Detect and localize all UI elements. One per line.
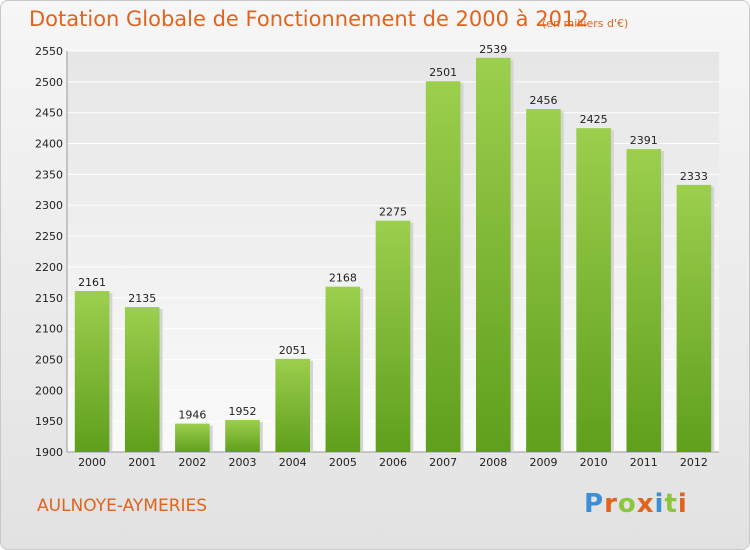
- bar: [676, 184, 712, 452]
- y-tick-label: 2350: [35, 168, 63, 181]
- logo-letter: i: [677, 489, 688, 519]
- bar: [576, 128, 611, 452]
- bar: [425, 81, 461, 452]
- y-tick-label: 2450: [35, 107, 63, 120]
- data-label: 1952: [229, 405, 257, 418]
- proxiti-logo: Proxiti: [584, 489, 688, 519]
- y-tick-label: 2200: [35, 261, 63, 274]
- bar: [275, 358, 310, 452]
- x-tick-label: 2006: [379, 456, 407, 469]
- data-label: 2333: [680, 170, 708, 183]
- bar: [626, 149, 662, 453]
- logo-letter: o: [617, 489, 637, 519]
- x-tick-label: 2004: [279, 456, 307, 469]
- y-tick-label: 1950: [35, 415, 63, 428]
- y-tick-label: 2500: [35, 76, 63, 89]
- data-label: 1946: [178, 409, 206, 422]
- bar: [375, 220, 411, 452]
- bar: [124, 307, 160, 452]
- bar: [476, 57, 511, 452]
- x-tick-label: 2007: [429, 456, 457, 469]
- y-tick-label: 2050: [35, 353, 63, 366]
- data-label: 2425: [580, 113, 608, 126]
- y-tick-label: 2250: [35, 230, 63, 243]
- x-tick-label: 2008: [479, 456, 507, 469]
- commune-name: AULNOYE-AYMERIES: [37, 496, 208, 516]
- logo-letter: P: [584, 489, 605, 519]
- bar: [74, 290, 110, 452]
- x-tick-label: 2002: [178, 456, 206, 469]
- bar: [225, 419, 260, 452]
- y-tick-label: 2100: [35, 323, 63, 336]
- y-tick-label: 2400: [35, 138, 63, 151]
- y-tick-label: 2300: [35, 199, 63, 212]
- x-tick-label: 2003: [229, 456, 257, 469]
- data-label: 2135: [128, 292, 156, 305]
- data-label: 2275: [379, 206, 407, 219]
- logo-letter: i: [654, 489, 665, 519]
- logo-letter: x: [636, 489, 655, 519]
- data-label: 2539: [479, 43, 507, 56]
- x-tick-label: 2010: [580, 456, 608, 469]
- x-tick-label: 2011: [630, 456, 658, 469]
- x-tick-label: 2001: [128, 456, 156, 469]
- y-tick-label: 2000: [35, 384, 63, 397]
- x-tick-label: 2009: [529, 456, 557, 469]
- data-label: 2391: [630, 134, 658, 147]
- x-tick-label: 2000: [78, 456, 106, 469]
- data-label: 2168: [329, 272, 357, 285]
- logo-letter: r: [604, 489, 618, 519]
- bar: [526, 108, 561, 452]
- y-tick-label: 1900: [35, 446, 63, 459]
- data-label: 2161: [78, 276, 106, 289]
- chart-subtitle: (en milliers d'€): [542, 17, 629, 30]
- x-tick-label: 2005: [329, 456, 357, 469]
- bar: [175, 423, 210, 452]
- logo-letter: t: [664, 489, 678, 519]
- y-tick-label: 2550: [35, 45, 63, 58]
- chart-title: Dotation Globale de Fonctionnement de 20…: [29, 7, 589, 31]
- x-tick-label: 2012: [680, 456, 708, 469]
- data-label: 2456: [529, 94, 557, 107]
- data-label: 2501: [429, 66, 457, 79]
- y-tick-label: 2150: [35, 292, 63, 305]
- data-label: 2051: [279, 344, 307, 357]
- bar: [325, 286, 361, 452]
